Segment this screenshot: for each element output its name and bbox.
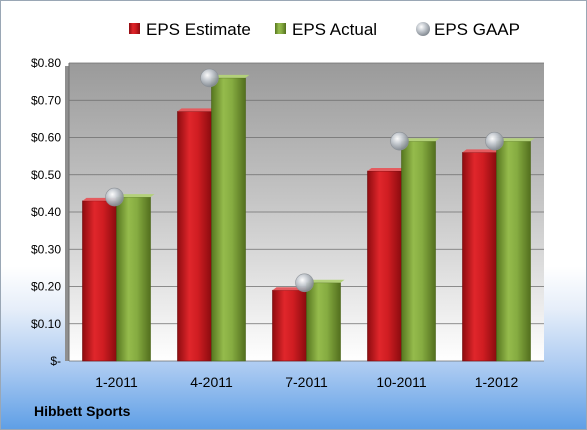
legend-label: EPS Actual (292, 20, 377, 39)
legend-label: EPS Estimate (146, 20, 251, 39)
bar-eps-estimate (462, 152, 497, 362)
legend-swatch (416, 22, 430, 36)
bar-eps-actual (211, 77, 246, 362)
marker-eps-gaap (105, 187, 124, 207)
bar-eps-actual-top (496, 138, 535, 142)
x-category-label: 1-2012 (475, 374, 519, 390)
bar-eps-actual-top (116, 194, 155, 198)
x-category-label: 1-2011 (95, 374, 138, 390)
legend-item: EPS GAAP (416, 20, 520, 39)
bar-eps-actual-top (401, 138, 440, 142)
bar-eps-estimate (367, 170, 402, 362)
y-tick-label: $0.60 (31, 131, 61, 145)
legend-item: EPS Estimate (129, 20, 251, 39)
plot-side-wall (65, 66, 69, 361)
y-tick-label: $0.20 (31, 280, 61, 294)
x-category-label: 7-2011 (285, 374, 328, 390)
y-tick-label: $0.10 (31, 317, 61, 331)
y-tick-label: $0.50 (31, 168, 61, 182)
legend-swatch (129, 23, 140, 34)
legend-label: EPS GAAP (434, 20, 520, 39)
y-tick-label: $0.30 (31, 242, 61, 256)
bar-eps-estimate (82, 200, 117, 362)
y-tick-label: $0.80 (31, 56, 61, 70)
y-tick-label: $0.70 (31, 93, 61, 107)
legend-swatch (275, 23, 286, 34)
company-name: Hibbett Sports (34, 403, 131, 419)
bar-eps-estimate (272, 289, 307, 362)
x-category-label: 10-2011 (376, 374, 427, 390)
bar-eps-actual (306, 282, 341, 362)
y-tick-label: $- (50, 354, 61, 368)
bar-eps-estimate (177, 111, 212, 362)
bar-eps-actual-top (306, 279, 345, 283)
bar-eps-actual (116, 196, 151, 362)
plot-area (65, 62, 544, 362)
legend: EPS Estimate EPS Actual EPS GAAP (129, 20, 520, 39)
axes: $- $0.10 $0.20 $0.30 $0.40 $0.50 $0.60 $0.70 $0.… (31, 56, 519, 390)
marker-eps-gaap (485, 131, 504, 151)
bar-eps-actual (401, 140, 436, 362)
bar-eps-actual (496, 140, 531, 362)
x-category-label: 4-2011 (190, 374, 233, 390)
bar-eps-estimate-top (367, 168, 406, 172)
marker-eps-gaap (390, 131, 409, 151)
marker-eps-gaap (295, 273, 314, 293)
bar-eps-estimate-top (462, 149, 501, 153)
bar-eps-estimate-top (177, 108, 216, 112)
legend-item: EPS Actual (275, 20, 377, 39)
marker-eps-gaap (200, 68, 219, 88)
y-tick-label: $0.40 (31, 205, 61, 219)
bar-eps-actual-top (211, 74, 250, 78)
